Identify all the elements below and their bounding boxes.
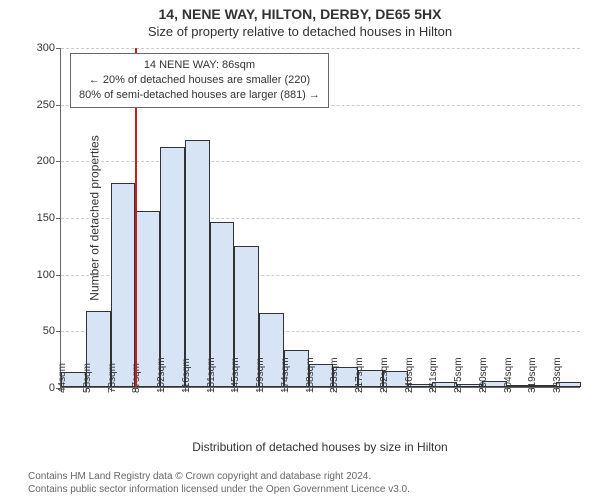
- y-axis-label-wrap: Number of detached properties: [12, 48, 28, 388]
- xtick-label: 217sqm: [354, 357, 365, 393]
- xtick-label: 275sqm: [453, 357, 464, 393]
- ytick-label: 300: [37, 42, 55, 54]
- ytick-label: 100: [37, 269, 55, 281]
- xtick-label: 232sqm: [379, 357, 390, 393]
- ytick-label: 150: [37, 212, 55, 224]
- ytick-mark: [56, 331, 61, 332]
- ytick-mark: [56, 48, 61, 49]
- xtick-label: 261sqm: [428, 357, 439, 393]
- xtick-label: 44sqm: [57, 363, 68, 393]
- ytick-mark: [56, 161, 61, 162]
- xtick-label: 102sqm: [156, 357, 167, 393]
- ytick-label: 250: [37, 99, 55, 111]
- xtick-label: 116sqm: [181, 358, 192, 393]
- histogram-bar: [111, 183, 136, 387]
- xtick-label: 73sqm: [107, 363, 118, 393]
- footer-line-1: Contains HM Land Registry data © Crown c…: [28, 470, 600, 483]
- annotation-line: 14 NENE WAY: 86sqm: [79, 58, 320, 73]
- xtick-label: 333sqm: [552, 357, 563, 393]
- footer-line-2: Contains public sector information licen…: [28, 483, 600, 496]
- gridline: [61, 161, 580, 162]
- xtick-label: 159sqm: [255, 357, 266, 393]
- annotation-box: 14 NENE WAY: 86sqm← 20% of detached hous…: [70, 53, 329, 108]
- xtick-label: 246sqm: [404, 357, 415, 393]
- xtick-label: 145sqm: [230, 357, 241, 393]
- xtick-label: 319sqm: [527, 357, 538, 393]
- title-sub: Size of property relative to detached ho…: [0, 24, 600, 39]
- gridline: [61, 48, 580, 49]
- ytick-label: 0: [49, 382, 55, 394]
- x-axis-label: Distribution of detached houses by size …: [60, 440, 580, 454]
- annotation-line: ← 20% of detached houses are smaller (22…: [79, 73, 320, 88]
- xtick-label: 290sqm: [478, 357, 489, 393]
- xtick-label: 58sqm: [82, 363, 93, 393]
- xtick-label: 188sqm: [305, 357, 316, 393]
- xtick-label: 304sqm: [503, 357, 514, 393]
- ytick-label: 50: [43, 325, 55, 337]
- footer: Contains HM Land Registry data © Crown c…: [0, 470, 600, 496]
- histogram-bar: [160, 147, 185, 387]
- ytick-label: 200: [37, 155, 55, 167]
- title-main: 14, NENE WAY, HILTON, DERBY, DE65 5HX: [0, 6, 600, 22]
- xtick-label: 131sqm: [206, 357, 217, 393]
- ytick-mark: [56, 275, 61, 276]
- chart-container: 14, NENE WAY, HILTON, DERBY, DE65 5HX Si…: [0, 0, 600, 500]
- xtick-label: 174sqm: [280, 357, 291, 393]
- xtick-label: 203sqm: [329, 357, 340, 393]
- annotation-line: 80% of semi-detached houses are larger (…: [79, 88, 320, 103]
- histogram-bar: [185, 140, 210, 387]
- ytick-mark: [56, 105, 61, 106]
- ytick-mark: [56, 218, 61, 219]
